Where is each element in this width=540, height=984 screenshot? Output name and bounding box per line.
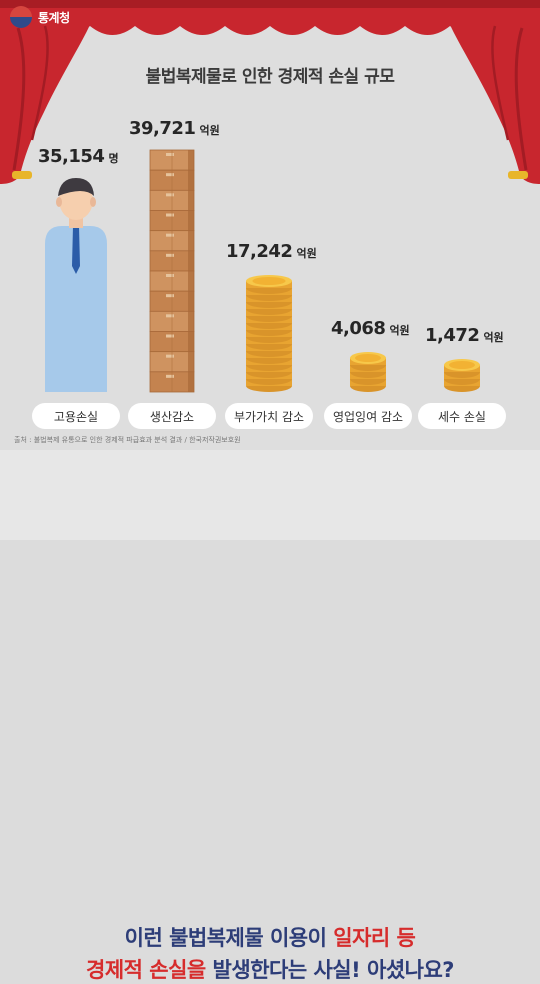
- banner-highlight-1: 일자리 등: [333, 926, 416, 950]
- left-curtain-fold: [12, 27, 26, 171]
- banner-line-2: 경제적 손실을 발생한다는 사실! 아셨나요?: [0, 954, 540, 984]
- box-stack-icon: [149, 149, 195, 393]
- banner-text-2: 발생한다는 사실! 아셨나요?: [205, 958, 455, 982]
- banner-highlight-2: 경제적 손실을: [86, 958, 206, 982]
- curtain-tassel: [12, 171, 32, 179]
- category-label: 부가가치 감소: [225, 403, 313, 429]
- value-unit: 억원: [199, 124, 220, 137]
- banner-text-1: 이런 불법복제물 이용이: [124, 926, 334, 950]
- category-label: 영업잉여 감소: [324, 403, 412, 429]
- value-number: 1,472: [425, 325, 480, 346]
- value-number: 4,068: [331, 318, 386, 339]
- value-label: 17,242 억원: [226, 241, 317, 262]
- value-unit: 억원: [483, 331, 504, 344]
- value-label: 4,068 억원: [331, 318, 410, 339]
- value-number: 39,721: [129, 118, 196, 139]
- source-note: 출처 : 불법복제 유통으로 인한 경제적 파급효과 분석 결과 / 한국저작권…: [14, 436, 241, 444]
- value-unit: 억원: [389, 324, 410, 337]
- curtain-rod: [0, 0, 540, 8]
- brand-logo[interactable]: 통계청: [10, 6, 70, 28]
- value-label: 39,721 억원: [129, 118, 220, 139]
- curtain-tassel: [508, 171, 528, 179]
- chart-stage: 통계청 불법복제물로 인한 경제적 손실 규모 35,154 명 39,721 억원 1…: [0, 0, 540, 450]
- value-unit: 명: [108, 152, 119, 165]
- value-number: 17,242: [226, 241, 293, 262]
- category-label: 생산감소: [128, 403, 216, 429]
- right-curtain-fold: [514, 27, 528, 171]
- left-curtain-fold: [30, 25, 49, 141]
- category-label: 세수 손실: [418, 403, 506, 429]
- curtain-valance: [0, 0, 540, 35]
- brand-name: 통계청: [38, 10, 70, 25]
- value-unit: 억원: [296, 247, 317, 260]
- category-label: 고용손실: [32, 403, 120, 429]
- value-label: 35,154 명: [38, 146, 119, 167]
- chart-title: 불법복제물로 인한 경제적 손실 규모: [145, 67, 395, 87]
- coin-stack-icon: [350, 352, 386, 392]
- person-icon: [45, 178, 107, 392]
- right-curtain-fold: [491, 25, 510, 141]
- value-label: 1,472 억원: [425, 325, 504, 346]
- coin-stack-icon: [444, 359, 480, 392]
- chart-marks: [45, 149, 480, 393]
- bottom-banner: 이런 불법복제물 이용이 일자리 등 경제적 손실을 발생한다는 사실! 아셨나…: [0, 450, 540, 982]
- brand-emblem-icon: [10, 6, 32, 28]
- value-number: 35,154: [38, 146, 105, 167]
- coin-stack-icon: [246, 275, 292, 392]
- banner-line-1: 이런 불법복제물 이용이 일자리 등: [0, 922, 540, 952]
